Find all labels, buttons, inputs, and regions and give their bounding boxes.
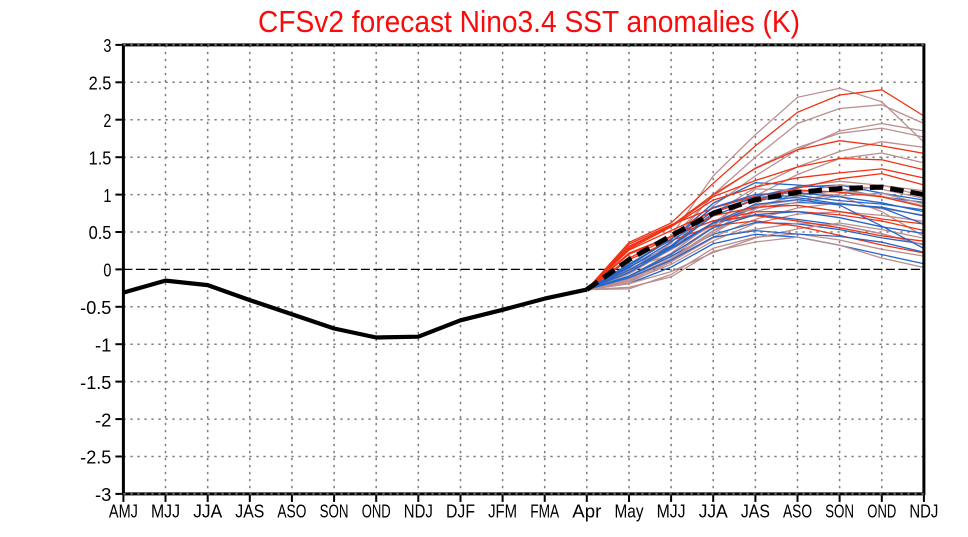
svg-text:May: May xyxy=(615,502,644,522)
svg-text:-3: -3 xyxy=(95,485,111,505)
svg-text:2.5: 2.5 xyxy=(89,74,112,94)
svg-text:CFSv2 forecast Nino3.4 SST ano: CFSv2 forecast Nino3.4 SST anomalies (K) xyxy=(258,4,800,39)
svg-text:JAS: JAS xyxy=(741,502,770,522)
svg-text:JJA: JJA xyxy=(699,502,728,522)
svg-text:-2: -2 xyxy=(95,410,111,430)
svg-text:2: 2 xyxy=(103,111,111,131)
svg-text:0.5: 0.5 xyxy=(89,223,112,243)
svg-text:ASO: ASO xyxy=(783,502,812,522)
svg-text:SON: SON xyxy=(320,502,349,522)
svg-text:-1: -1 xyxy=(95,335,111,355)
svg-text:3: 3 xyxy=(103,36,111,56)
svg-text:-0.5: -0.5 xyxy=(80,298,111,318)
svg-text:DJF: DJF xyxy=(446,502,475,522)
svg-text:JJA: JJA xyxy=(193,502,222,522)
svg-text:MJJ: MJJ xyxy=(657,502,686,522)
svg-text:-1.5: -1.5 xyxy=(80,373,111,393)
svg-text:MJJ: MJJ xyxy=(151,502,180,522)
svg-text:OND: OND xyxy=(362,502,391,522)
svg-text:1: 1 xyxy=(103,186,111,206)
svg-text:JAS: JAS xyxy=(235,502,264,522)
svg-text:NDJ: NDJ xyxy=(909,502,938,522)
svg-text:NDJ: NDJ xyxy=(404,502,433,522)
svg-text:FMA: FMA xyxy=(530,502,559,522)
svg-text:1.5: 1.5 xyxy=(89,148,112,168)
svg-text:JFM: JFM xyxy=(488,502,517,522)
svg-text:SON: SON xyxy=(825,502,854,522)
svg-text:AMJ: AMJ xyxy=(109,502,138,522)
svg-text:0: 0 xyxy=(103,261,111,281)
svg-text:Apr: Apr xyxy=(572,502,601,522)
svg-text:-2.5: -2.5 xyxy=(80,448,111,468)
svg-text:OND: OND xyxy=(867,502,896,522)
svg-text:ASO: ASO xyxy=(277,502,306,522)
